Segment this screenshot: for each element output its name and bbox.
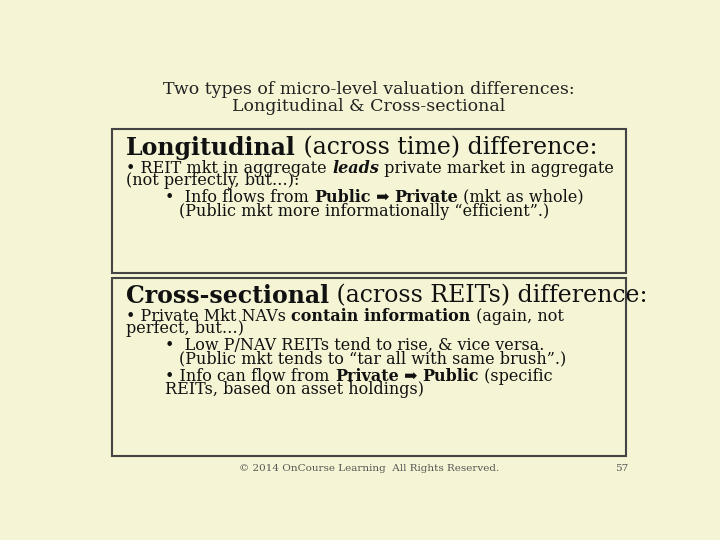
Text: (specific: (specific — [479, 368, 552, 384]
Text: Cross-sectional: Cross-sectional — [126, 285, 329, 308]
Text: • Info can flow from: • Info can flow from — [166, 368, 335, 384]
Text: perfect, but…): perfect, but…) — [126, 320, 244, 337]
Text: (not perfectly, but…):: (not perfectly, but…): — [126, 172, 300, 189]
Text: •  Low P/NAV REITs tend to rise, & vice versa.: • Low P/NAV REITs tend to rise, & vice v… — [166, 337, 545, 354]
Text: (Public mkt more informationally “efficient”.): (Public mkt more informationally “effici… — [179, 203, 549, 220]
Text: Private: Private — [335, 368, 399, 384]
Text: private market in aggregate: private market in aggregate — [379, 160, 613, 177]
Text: ➡: ➡ — [399, 368, 422, 384]
FancyBboxPatch shape — [112, 278, 626, 456]
FancyBboxPatch shape — [112, 129, 626, 273]
Text: Longitudinal & Cross-sectional: Longitudinal & Cross-sectional — [233, 98, 505, 115]
Text: 57: 57 — [615, 464, 629, 473]
Text: (again, not: (again, not — [471, 308, 564, 325]
Text: REITs, based on asset holdings): REITs, based on asset holdings) — [166, 381, 424, 398]
Text: •  Info flows from: • Info flows from — [166, 188, 314, 206]
Text: Public: Public — [314, 188, 371, 206]
Text: Two types of micro-level valuation differences:: Two types of micro-level valuation diffe… — [163, 82, 575, 98]
Text: • Private Mkt NAVs: • Private Mkt NAVs — [126, 308, 292, 325]
Text: contain information: contain information — [292, 308, 471, 325]
Text: Longitudinal: Longitudinal — [126, 136, 296, 160]
Text: leads: leads — [332, 160, 379, 177]
Text: (mkt as whole): (mkt as whole) — [458, 188, 584, 206]
Text: (across time) difference:: (across time) difference: — [296, 136, 598, 159]
Text: © 2014 OnCourse Learning  All Rights Reserved.: © 2014 OnCourse Learning All Rights Rese… — [239, 464, 499, 473]
Text: (across REITs) difference:: (across REITs) difference: — [329, 285, 648, 307]
Text: • REIT mkt in aggregate: • REIT mkt in aggregate — [126, 160, 332, 177]
Text: Private: Private — [395, 188, 458, 206]
Text: Public: Public — [422, 368, 479, 384]
Text: (Public mkt tends to “tar all with same brush”.): (Public mkt tends to “tar all with same … — [179, 351, 567, 368]
Text: ➡: ➡ — [371, 188, 395, 206]
